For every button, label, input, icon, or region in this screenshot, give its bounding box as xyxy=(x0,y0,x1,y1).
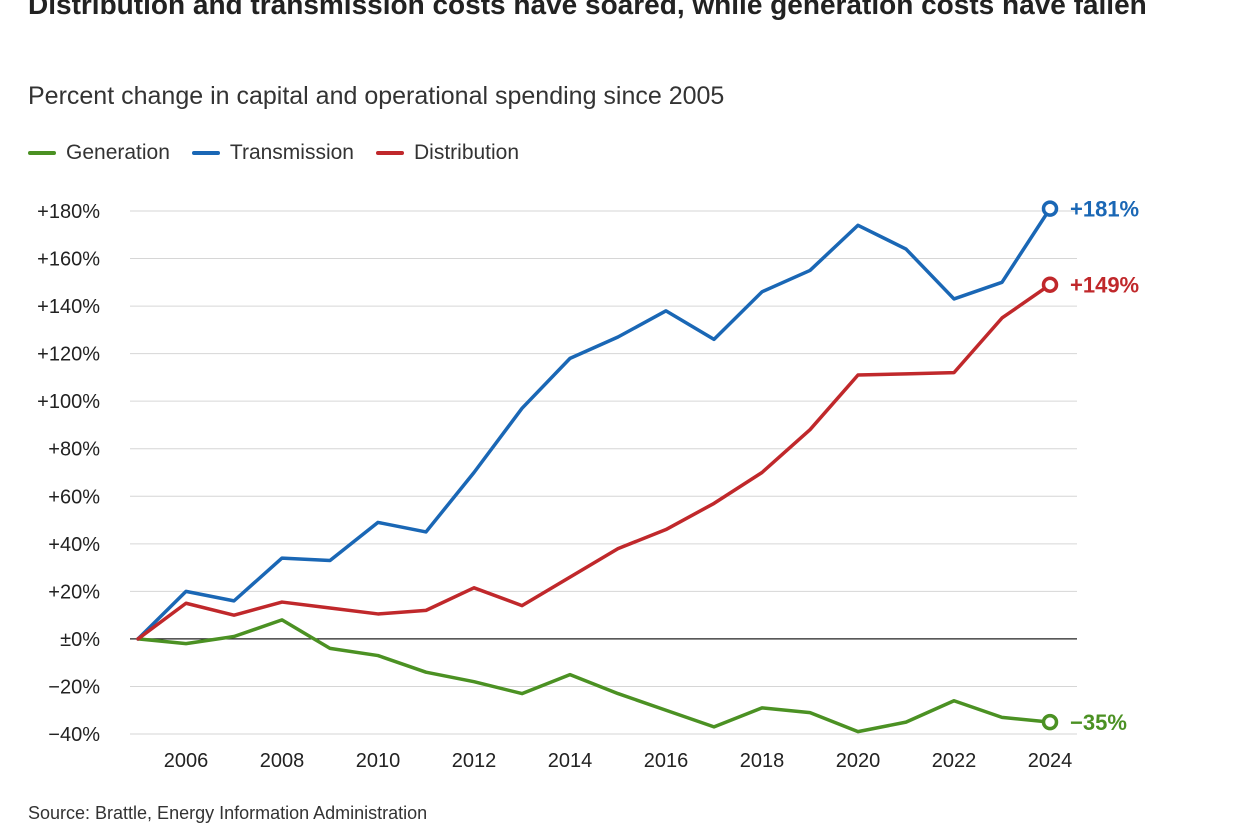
y-tick-label: +100% xyxy=(37,391,100,413)
end-marker-generation xyxy=(1041,713,1059,731)
series-line-generation xyxy=(136,618,1052,734)
x-tick-label: 2006 xyxy=(164,750,209,772)
y-tick-label: +120% xyxy=(37,344,100,366)
series-line-distribution xyxy=(136,282,1052,641)
legend-label-generation: Generation xyxy=(66,141,170,164)
series-line-transmission xyxy=(136,206,1052,641)
x-tick-label: 2010 xyxy=(356,750,401,772)
chart-title: Distribution and transmission costs have… xyxy=(28,0,1147,20)
legend: Generation Transmission Distribution xyxy=(28,141,519,165)
x-tick-label: 2018 xyxy=(740,750,785,772)
end-label-transmission: +181% xyxy=(1070,197,1139,222)
x-tick-label: 2016 xyxy=(644,750,689,772)
x-tick-label: 2024 xyxy=(1028,750,1073,772)
y-tick-label: +140% xyxy=(37,296,100,318)
y-tick-label: ±0% xyxy=(60,629,100,651)
y-tick-label: −20% xyxy=(48,676,100,698)
legend-item-generation: Generation xyxy=(28,141,170,165)
y-tick-label: +180% xyxy=(37,201,100,223)
y-tick-label: +60% xyxy=(48,486,100,508)
legend-label-transmission: Transmission xyxy=(229,141,354,164)
end-marker-transmission xyxy=(1041,200,1059,217)
y-tick-label: −40% xyxy=(48,724,100,746)
source-note: Source: Brattle, Energy Information Admi… xyxy=(28,803,428,823)
end-marker-distribution xyxy=(1041,276,1059,293)
x-tick-label: 2012 xyxy=(452,750,497,772)
y-tick-label: +20% xyxy=(48,581,100,603)
end-label-generation: −35% xyxy=(1070,710,1127,735)
legend-swatch-transmission xyxy=(191,151,220,155)
end-label-distribution: +149% xyxy=(1070,273,1139,298)
legend-item-distribution: Distribution xyxy=(376,141,519,165)
legend-item-transmission: Transmission xyxy=(191,141,354,165)
y-tick-label: +80% xyxy=(48,439,100,461)
legend-label-distribution: Distribution xyxy=(414,141,520,164)
x-tick-label: 2014 xyxy=(548,750,593,772)
chart-subtitle: Percent change in capital and operationa… xyxy=(28,82,725,110)
y-tick-label: +40% xyxy=(48,534,100,556)
y-tick-label: +160% xyxy=(37,249,100,271)
x-tick-label: 2008 xyxy=(260,750,305,772)
legend-swatch-generation xyxy=(28,151,56,155)
x-tick-label: 2022 xyxy=(932,750,977,772)
legend-swatch-distribution xyxy=(376,151,404,155)
x-tick-label: 2020 xyxy=(836,750,881,772)
